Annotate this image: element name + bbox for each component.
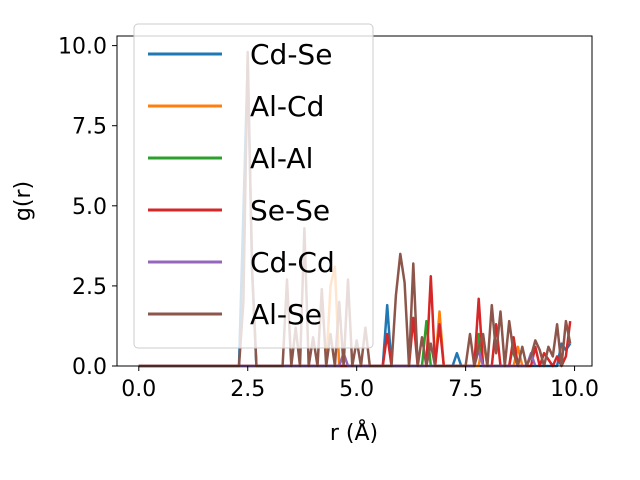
legend-label: Cd-Se [250,38,332,71]
ticks: 0.0 2.5 5.0 7.5 10.0 0.0 2.5 5.0 7.5 10.0 [58,35,599,402]
x-tick-label: 7.5 [448,377,483,402]
x-tick-label: 10.0 [550,377,599,402]
x-axis-label: r (Å) [330,419,378,446]
legend-label: Al-Cd [250,90,324,123]
x-tick-label: 2.5 [230,377,265,402]
y-tick-label: 0.0 [72,355,107,380]
legend: Cd-Se Al-Cd Al-Al Se-Se Cd-Cd Al-Se [133,23,374,349]
legend-label: Cd-Cd [250,246,335,279]
y-tick-label: 2.5 [72,275,107,300]
x-tick-label: 5.0 [339,377,374,402]
y-tick-label: 10.0 [58,35,107,60]
legend-label: Al-Al [250,142,313,175]
y-tick-label: 5.0 [72,195,107,220]
y-axis-label: g(r) [11,181,36,221]
y-tick-label: 7.5 [72,115,107,140]
x-tick-label: 0.0 [121,377,156,402]
legend-label: Al-Se [250,298,322,331]
legend-label: Se-Se [250,194,330,227]
